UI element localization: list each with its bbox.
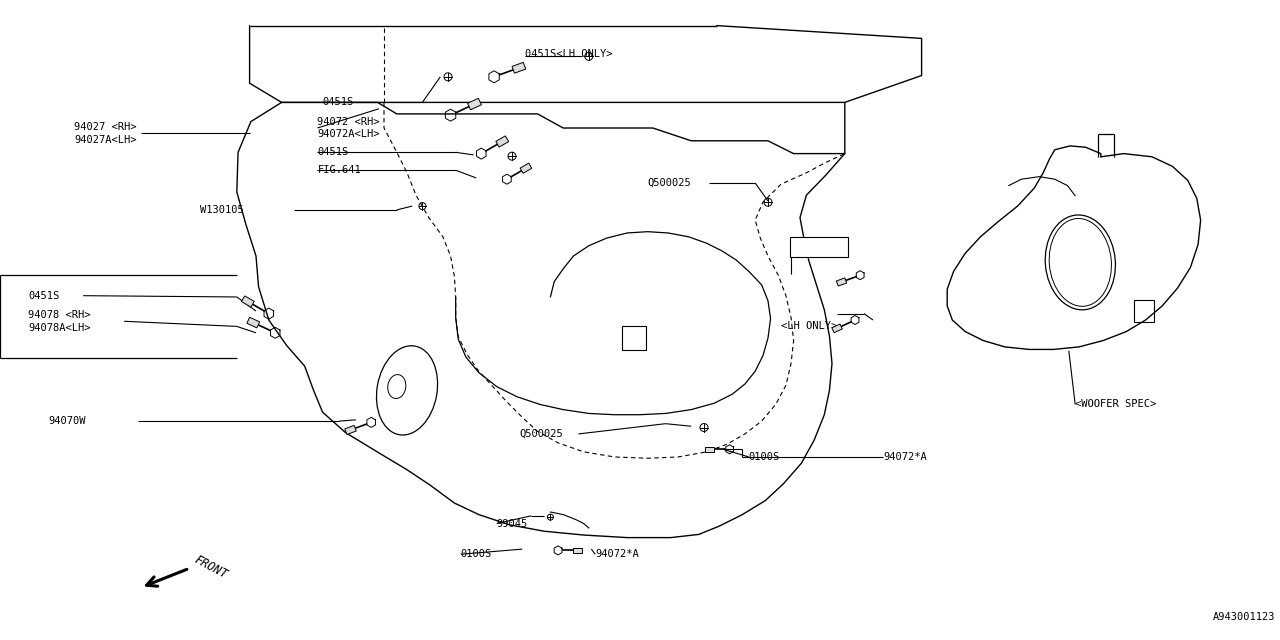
Text: FIG.830: FIG.830: [791, 242, 835, 252]
Text: Q500025: Q500025: [520, 429, 563, 439]
Polygon shape: [344, 426, 356, 435]
Polygon shape: [520, 163, 531, 173]
Polygon shape: [495, 136, 508, 147]
Polygon shape: [705, 447, 714, 452]
Text: 94072*A: 94072*A: [595, 549, 639, 559]
Text: 0451S: 0451S: [28, 291, 59, 301]
Text: 0451S: 0451S: [317, 147, 348, 157]
Polygon shape: [512, 62, 526, 73]
Text: FIG.641: FIG.641: [317, 165, 361, 175]
Text: 94027A<LH>: 94027A<LH>: [74, 134, 137, 145]
Text: 94078A<LH>: 94078A<LH>: [28, 323, 91, 333]
Polygon shape: [836, 278, 846, 286]
Text: 99045: 99045: [497, 518, 527, 529]
Text: 94027 <RH>: 94027 <RH>: [74, 122, 137, 132]
Text: <WOOFER SPEC>: <WOOFER SPEC>: [1075, 399, 1156, 410]
Polygon shape: [467, 99, 481, 110]
Polygon shape: [573, 548, 582, 553]
Polygon shape: [832, 324, 842, 333]
Text: 0100S: 0100S: [749, 452, 780, 462]
Text: 94072*A: 94072*A: [883, 452, 927, 462]
Text: FRONT: FRONT: [192, 553, 229, 581]
Text: 94072A<LH>: 94072A<LH>: [317, 129, 380, 140]
Polygon shape: [247, 317, 260, 328]
Text: FIG.830: FIG.830: [794, 246, 838, 256]
Polygon shape: [242, 296, 255, 307]
Text: 0451S: 0451S: [323, 97, 353, 108]
Text: A943001123: A943001123: [1212, 612, 1275, 622]
Text: 0100S: 0100S: [461, 549, 492, 559]
Text: <LH ONLY>: <LH ONLY>: [781, 321, 837, 332]
Text: 94078 <RH>: 94078 <RH>: [28, 310, 91, 320]
Text: 0451S<LH ONLY>: 0451S<LH ONLY>: [525, 49, 612, 59]
Bar: [622, 326, 645, 350]
Text: W130105: W130105: [200, 205, 243, 215]
Text: Q500025: Q500025: [648, 178, 691, 188]
Text: 94070W: 94070W: [49, 416, 86, 426]
FancyBboxPatch shape: [790, 237, 847, 257]
Bar: [1134, 300, 1155, 322]
Text: 94072 <RH>: 94072 <RH>: [317, 116, 380, 127]
